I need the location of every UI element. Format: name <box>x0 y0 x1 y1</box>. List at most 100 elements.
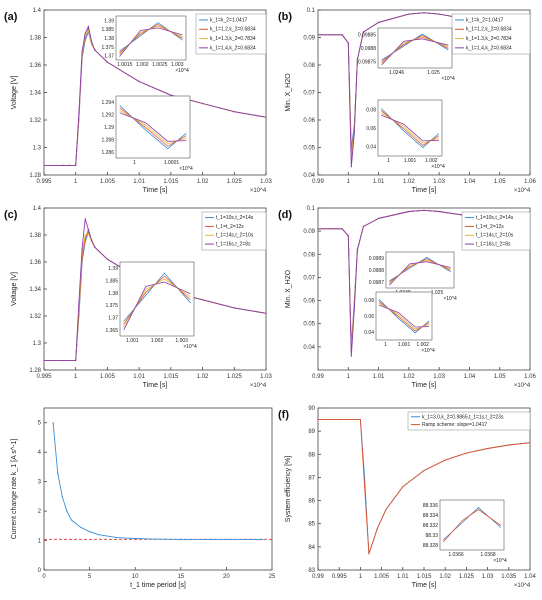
inset-x-tick-label: 1.0366 <box>448 552 464 558</box>
data-point <box>66 510 68 512</box>
data-point <box>94 49 96 51</box>
x-exponent-label: ×10^4 <box>250 383 267 389</box>
x-tick-label: 1 <box>74 374 78 380</box>
x-tick-label: 1.01 <box>397 574 409 580</box>
legend-box <box>407 411 531 431</box>
x-tick-label: 1.005 <box>100 179 116 185</box>
data-point <box>347 235 349 237</box>
inset-y-tick-label: 1.29 <box>104 125 114 131</box>
data-point <box>89 531 91 533</box>
data-point <box>180 538 182 540</box>
inset-frame <box>385 251 455 289</box>
legend-entry: Ramp scheme: slope=1.0417 <box>422 422 487 428</box>
x-tick-label: 1.005 <box>100 374 116 380</box>
inset-exponent-label: ×10^4 <box>421 348 435 354</box>
inset-y-tick-label: 88.33 <box>425 533 438 539</box>
y-tick-label: 0.09 <box>303 229 315 235</box>
inset-y-tick-label: 1.292 <box>101 113 114 119</box>
data-point <box>90 239 93 241</box>
inset-y-tick-label: 1.385 <box>105 279 118 285</box>
data-point <box>376 527 378 529</box>
y-tick-label: 0.08 <box>303 252 315 258</box>
legend-entry: t_1=16s,t_2=8s <box>216 242 251 248</box>
data-point <box>78 112 80 114</box>
data-point <box>356 58 358 61</box>
inset-y-tick-label: 88.332 <box>423 523 439 529</box>
y-tick-label: 0.05 <box>303 146 315 152</box>
data-point <box>84 32 86 34</box>
data-point <box>423 469 425 472</box>
y-axis-label: Voltage [V] <box>11 272 18 306</box>
y-tick-label: 0.04 <box>303 345 315 351</box>
series-line <box>52 422 263 540</box>
inset-x-tick-label: 1 <box>387 158 390 164</box>
inset-x-tick-label: 1.002 <box>136 62 149 68</box>
x-tick-label: 1.06 <box>524 179 536 185</box>
data-point <box>408 13 410 15</box>
data-point <box>87 233 89 235</box>
y-tick-label: 0.08 <box>303 63 315 69</box>
y-tick-label: 84 <box>308 545 315 551</box>
x-tick-label: 1.01 <box>133 374 145 380</box>
inset-y-tick-label: 0.09885 <box>358 33 376 39</box>
chart-panel-6: 0.99 0.995 1 1.005 1.01 1.015 1.02 1.025 1.03 1.0… <box>278 406 536 589</box>
data-point <box>201 102 204 105</box>
data-point <box>61 495 63 497</box>
data-point <box>57 472 59 474</box>
inset-x-tick-label: 1.0246 <box>389 70 405 76</box>
inset-plot: 1.0015 1.002 1.0025 1.003 1.37 1.375 1.38 1.385… <box>101 15 189 74</box>
x-tick-label: 1.005 <box>374 574 390 580</box>
legend-entry: k_1=1.4,k_2=0.6834 <box>210 45 256 51</box>
inset-x-tick-label: 1 <box>133 160 136 166</box>
inset-x-tick-label: 1.025 <box>431 290 444 296</box>
x-tick-label: 1.06 <box>524 374 536 380</box>
data-point <box>362 31 365 33</box>
inset-x-tick-label: 1.003 <box>171 62 184 68</box>
data-point <box>79 526 82 528</box>
inset-y-tick-label: 1.38 <box>104 36 114 42</box>
y-tick-label: 0 <box>38 568 42 574</box>
inset-plot: 1.0366 1.0368 88.328 88.33 88.332 88.334 88.33… <box>423 499 507 564</box>
inset-y-tick-label: 0.04 <box>364 330 374 336</box>
inset-y-tick-label: 88.334 <box>423 513 439 519</box>
x-tick-label: 0.995 <box>36 179 52 185</box>
y-tick-label: 88 <box>308 452 315 458</box>
inset-x-tick-label: 1.025 <box>427 70 440 76</box>
panel-letter: (f) <box>278 409 289 421</box>
inset-frame <box>119 261 195 337</box>
y-tick-label: 1.32 <box>29 314 41 320</box>
data-point <box>350 355 352 357</box>
inset-y-tick-label: 0.08 <box>364 298 374 304</box>
inset-x-tick-label: 1 <box>384 342 387 348</box>
y-tick-label: 5 <box>38 421 42 427</box>
inset-y-tick-label: 1.39 <box>108 266 118 272</box>
x-tick-label: 1 <box>74 179 78 185</box>
x-axis-label: Time [s] <box>412 582 437 589</box>
data-point <box>508 444 510 446</box>
data-point <box>84 218 86 220</box>
data-point <box>438 210 440 213</box>
y-tick-label: 90 <box>308 406 315 412</box>
inset-y-tick-label: 1.37 <box>104 54 114 60</box>
x-tick-label: 10 <box>132 574 139 580</box>
inset-series-line <box>123 281 191 331</box>
x-exponent-label: ×10^4 <box>514 383 531 389</box>
data-point <box>368 553 370 555</box>
inset-x-tick-label: 1.0001 <box>164 160 180 166</box>
x-tick-label: 1.05 <box>494 179 506 185</box>
x-tick-label: 1.035 <box>501 574 517 580</box>
x-exponent-label: ×10^4 <box>514 188 531 194</box>
data-point <box>385 509 387 511</box>
y-axis-label: System efficiency [%] <box>285 456 292 522</box>
x-tick-label: 25 <box>269 574 276 580</box>
axes-frame <box>43 407 273 571</box>
data-point <box>317 418 319 421</box>
y-tick-label: 0.05 <box>303 322 315 328</box>
legend-entry: t_1=t_2=12s <box>216 224 244 230</box>
legend-entry: t_1=14s,t_2=10s <box>216 233 254 239</box>
inset-plot: 1.0246 1.025 0.09875 0.0988 0.09885 ×10^4 <box>358 27 455 82</box>
data-point <box>68 164 70 166</box>
data-point <box>408 210 410 213</box>
y-tick-label: 85 <box>308 522 315 528</box>
data-point <box>317 34 319 36</box>
